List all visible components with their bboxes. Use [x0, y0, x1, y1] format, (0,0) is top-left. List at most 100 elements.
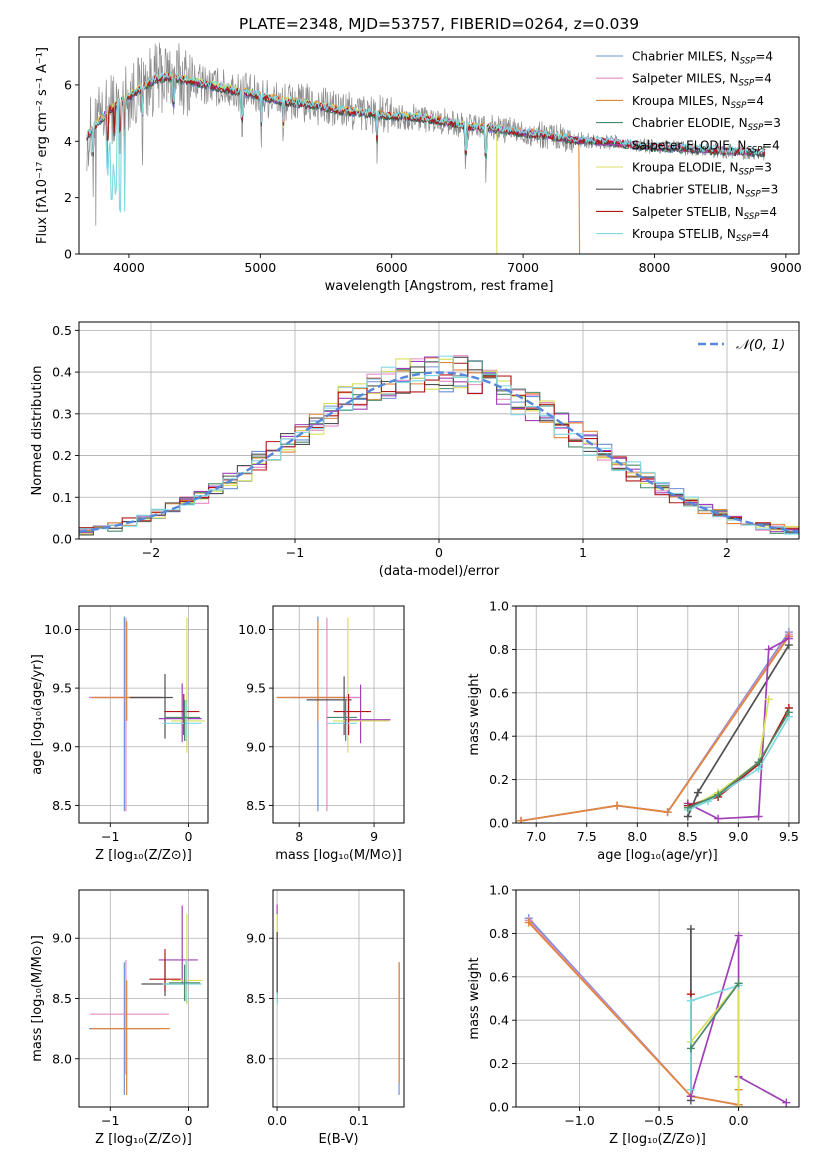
axes-frame [78, 36, 800, 255]
legend-label-subscript: SSP [739, 79, 755, 89]
legend-label-text: Chabrier ELODIE, N [632, 116, 748, 130]
legend-label: Salpeter STELIB, NSSP=4 [632, 205, 777, 222]
x-tick-label: 2 [723, 545, 731, 560]
legend-label-value: =4 [762, 138, 780, 152]
weight-marker [663, 808, 672, 817]
y-tick-label: 0.3 [52, 406, 72, 421]
x-axis-label: Z [log₁₀(Z/Z⊙)] [95, 1132, 192, 1147]
y-tick-label: 1.0 [489, 883, 509, 898]
weight-line [687, 699, 770, 809]
y-tick-label: 0.2 [489, 772, 509, 787]
weight-marker [693, 788, 702, 797]
y-tick-label: 0.8 [489, 642, 509, 657]
x-axis-label: E(B-V) [318, 1132, 358, 1147]
legend-label-value: =4 [755, 50, 773, 64]
y-tick-label: 10.0 [238, 622, 266, 637]
y-tick-label: 4 [64, 134, 72, 149]
weight-marker [754, 758, 763, 767]
x-tick-label: −1 [101, 1113, 119, 1128]
y-tick-label: 0.8 [489, 926, 509, 941]
axes-frame-group: −1 0 8.5 9.0 9.5 10.0 Z [log₁₀(Z/Z⊙)] age [log₁… [30, 605, 209, 863]
panel-age-vs-mass: 8 9 8.5 9.0 9.5 10.0 mass [log₁₀(M/M⊙)] [238, 605, 405, 863]
weight-marker [784, 634, 793, 643]
x-axis-label: mass [log₁₀(M/M⊙)] [275, 848, 402, 863]
y-tick-label: 0.4 [489, 729, 509, 744]
x-tick-label: 9000 [770, 260, 802, 275]
plot-area [79, 355, 799, 536]
legend-label-subscript: SSP [746, 145, 762, 155]
plot-area [524, 914, 791, 1107]
weight-line [528, 917, 739, 1106]
legend-label-value: =3 [761, 183, 779, 197]
plot-area [276, 616, 391, 812]
x-tick-label: −1 [286, 545, 304, 560]
weight-marker [683, 803, 692, 812]
y-axis-label: Normed distribution [30, 366, 45, 496]
legend-label-text: Salpeter STELIB, N [632, 205, 744, 219]
y-tick-label: 0.0 [489, 816, 509, 831]
x-axis-label: Z [log₁₀(Z/Z⊙)] [95, 848, 192, 863]
axes-frame [78, 605, 209, 824]
x-tick-label: 8.5 [678, 829, 698, 844]
legend-label: Chabrier MILES, NSSP=4 [632, 50, 773, 67]
weight-line [690, 982, 740, 1049]
axes-frame-group: −2 −1 0 1 2 0.0 0.1 0.2 0.3 0.4 0.5 (data-model)/er… [30, 321, 800, 579]
weight-marker [686, 1085, 695, 1094]
x-tick-label: 8 [295, 829, 303, 844]
weight-marker [764, 645, 773, 654]
weight-marker [613, 801, 622, 810]
legend-label-value: =4 [754, 72, 772, 86]
y-tick-label: 0.6 [489, 969, 509, 984]
legend-label: Chabrier STELIB, NSSP=3 [632, 183, 778, 200]
y-tick-label: 9.0 [52, 739, 72, 754]
y-tick-label: 9.0 [246, 931, 266, 946]
normal-curve [79, 371, 799, 533]
axes-frame [515, 605, 800, 824]
panel-residuals: −2 −1 0 1 2 0.0 0.1 0.2 0.3 0.4 0.5 (data-model)/er… [30, 321, 800, 579]
weight-marker [734, 979, 743, 988]
x-tick-label: 9 [370, 829, 378, 844]
axes-frame-group: 7.0 7.5 8.0 8.5 9.0 9.5 0.0 0.2 0.4 0.6 0.8 1.0 age … [467, 599, 800, 863]
y-tick-label: 0.4 [52, 365, 72, 380]
axes-frame [272, 605, 405, 824]
panel-age-vs-Z: −1 0 8.5 9.0 9.5 10.0 Z [log₁₀(Z/Z⊙)] age [log₁… [30, 605, 209, 863]
weight-line [520, 633, 790, 822]
y-tick-label: 8.5 [246, 991, 266, 1006]
weight-marker [754, 812, 763, 821]
histogram-steps [79, 356, 799, 536]
weight-marker [714, 790, 723, 799]
axes-frame-group: 0.0 0.1 8.0 8.5 9.0 E(B-V) [246, 889, 405, 1147]
legend-label: Kroupa ELODIE, NSSP=3 [632, 161, 772, 178]
weight-marker [686, 925, 695, 934]
y-tick-label: 8.0 [52, 1051, 72, 1066]
legend-label: Kroupa STELIB, NSSP=4 [632, 227, 769, 244]
weight-marker [524, 918, 533, 927]
weight-marker [782, 1098, 791, 1107]
y-tick-label: 0.5 [52, 323, 72, 338]
x-axis-label: wavelength [Angstrom, rest frame] [325, 279, 554, 294]
y-tick-label: 0.2 [489, 1056, 509, 1071]
observed-spectrum [86, 42, 766, 226]
x-tick-label: −1 [101, 829, 119, 844]
y-axis-label: mass weight [467, 957, 482, 1039]
x-tick-label: −2 [142, 545, 160, 560]
legend-label-text: Kroupa MILES, N [632, 94, 731, 108]
legend-label-value: =3 [754, 161, 772, 175]
x-tick-label: 8000 [639, 260, 671, 275]
x-tick-label: 4000 [113, 260, 145, 275]
x-axis-label: Z [log₁₀(Z/Z⊙)] [609, 1132, 706, 1147]
weight-marker [764, 695, 773, 704]
weight-line [528, 919, 739, 1106]
y-tick-label: 2 [64, 190, 72, 205]
histogram-steps [79, 355, 799, 535]
y-tick-label: 0.0 [52, 532, 72, 547]
chart-title: PLATE=2348, MJD=53757, FIBERID=0264, z=0… [239, 15, 639, 33]
x-tick-label: 5000 [244, 260, 276, 275]
plot-area [86, 42, 766, 254]
x-tick-label: 7.0 [526, 829, 546, 844]
x-tick-label: 9.5 [779, 829, 799, 844]
weight-line [520, 631, 790, 822]
legend-label: Salpeter MILES, NSSP=4 [632, 72, 772, 89]
legend-label-subscript: SSP [740, 57, 756, 67]
legend-label-subscript: SSP [739, 168, 755, 178]
